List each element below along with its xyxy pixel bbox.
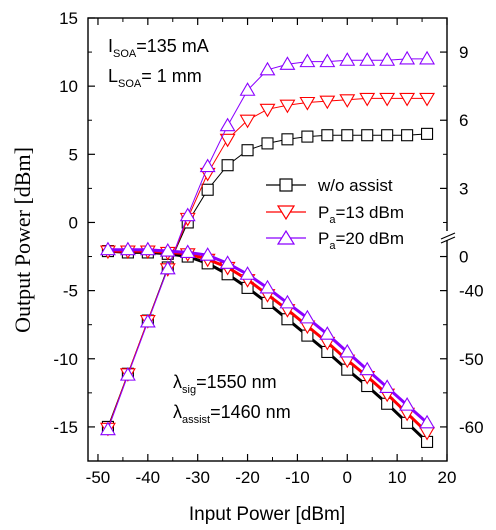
data-point-marker [279,99,296,114]
data-point-marker [299,309,316,324]
right-tick-label: -40 [459,282,484,301]
data-point-marker [259,103,276,118]
y-tick-label: 5 [69,145,78,164]
data-point-marker [239,82,256,96]
x-tick-label: -30 [185,468,210,487]
annotation-lambda-sig: λsig=1550 nm [173,372,277,396]
data-point-marker [259,61,276,76]
data-point-marker [319,95,336,110]
data-point-marker [339,52,356,66]
legend: w/o assist Pa=13 dBm Pa=20 dBm [266,176,404,252]
x-tick-label: -10 [285,468,310,487]
y-tick-label: -10 [53,350,78,369]
y-tick-label: 15 [59,9,78,28]
data-point-marker [381,129,394,142]
data-point-marker [419,92,436,107]
data-point-marker [301,130,314,143]
data-point-marker [199,247,216,261]
data-point-marker [319,326,336,340]
annotation-lsoa: LSOA= 1 mm [108,66,202,90]
right-axis-break-marker [440,231,456,244]
data-point-marker [239,266,256,280]
data-point-marker [219,117,236,132]
y-tick-label: -5 [63,282,78,301]
x-tick-label: 0 [343,468,352,487]
data-point-marker [99,421,116,436]
y-axis-title: Output Power [dBm] [10,147,35,333]
svg-text:Pa=20 dBm: Pa=20 dBm [318,229,404,252]
data-point-marker [239,114,256,129]
y-tick-label: 10 [59,77,78,96]
x-tick-label: 20 [438,468,457,487]
data-point-marker [279,56,296,70]
y-tick-label: 0 [69,213,78,232]
data-point-marker [219,133,236,148]
data-point-marker [201,183,214,196]
x-axis-ticks: -50 -40 -30 -20 -10 0 10 20 [86,18,457,487]
data-point-marker [419,414,436,429]
data-point-marker [119,367,136,381]
data-point-marker [179,207,196,222]
data-point-marker [379,52,396,66]
data-point-marker [159,260,176,275]
right-tick-label: 3 [459,179,468,198]
annotation-isoa: ISOA=135 mA [108,36,209,60]
x-tick-label: -50 [86,468,111,487]
data-point-marker [419,50,436,65]
data-point-marker [179,244,196,258]
data-point-marker [139,241,156,256]
data-point-marker [399,50,416,65]
data-point-marker [319,53,336,68]
data-point-marker [339,343,356,358]
x-axis-title: Input Power [dBm] [189,504,345,525]
annotation-lambda-assist: λassist=1460 nm [173,402,291,426]
data-point-marker [261,137,274,150]
right-axis-ticks: 9 6 3 0 -40 -50 -60 [440,43,484,437]
data-point-marker [299,53,316,68]
data-point-marker [99,241,116,256]
data-point-marker [159,242,176,257]
data-point-marker [379,379,396,393]
legend-item-pa-20: Pa=20 dBm [266,229,404,252]
legend-item-w-o-assist: w/o assist [266,176,393,195]
legend-item-pa-13: Pa=13 dBm [266,203,404,226]
data-point-marker [279,294,296,309]
data-point-marker [359,92,376,107]
data-point-marker [219,255,236,269]
series-2 [99,50,436,436]
series-layer [99,50,436,448]
data-point-marker [359,361,376,376]
right-tick-label: 6 [459,111,468,130]
right-tick-label: -60 [459,418,484,437]
data-point-marker [221,159,234,172]
y-tick-label: -15 [53,418,78,437]
data-point-marker [199,158,216,173]
data-point-marker [399,92,416,107]
data-point-marker [379,92,396,107]
data-point-marker [321,129,334,142]
data-point-marker [359,52,376,66]
x-tick-label: 10 [388,468,407,487]
right-tick-label: 9 [459,43,468,62]
data-point-marker [119,241,136,256]
data-point-marker [421,127,434,140]
data-point-marker [341,129,354,142]
x-tick-label: -20 [235,468,260,487]
x-tick-label: -40 [136,468,161,487]
right-tick-label: -50 [459,350,484,369]
data-point-marker [339,94,356,108]
data-point-marker [399,397,416,411]
data-point-marker [361,129,374,142]
y-axis-ticks: -15 -10 -5 0 5 10 15 [53,9,95,462]
data-point-marker [281,133,294,146]
data-point-marker [139,313,156,328]
svg-text:w/o assist: w/o assist [317,176,393,195]
data-point-marker [401,129,414,142]
data-point-marker [299,96,316,111]
data-point-marker [241,144,254,157]
right-tick-label: 0 [459,248,468,267]
svg-text:Pa=13 dBm: Pa=13 dBm [318,203,404,226]
data-point-marker [259,279,276,294]
